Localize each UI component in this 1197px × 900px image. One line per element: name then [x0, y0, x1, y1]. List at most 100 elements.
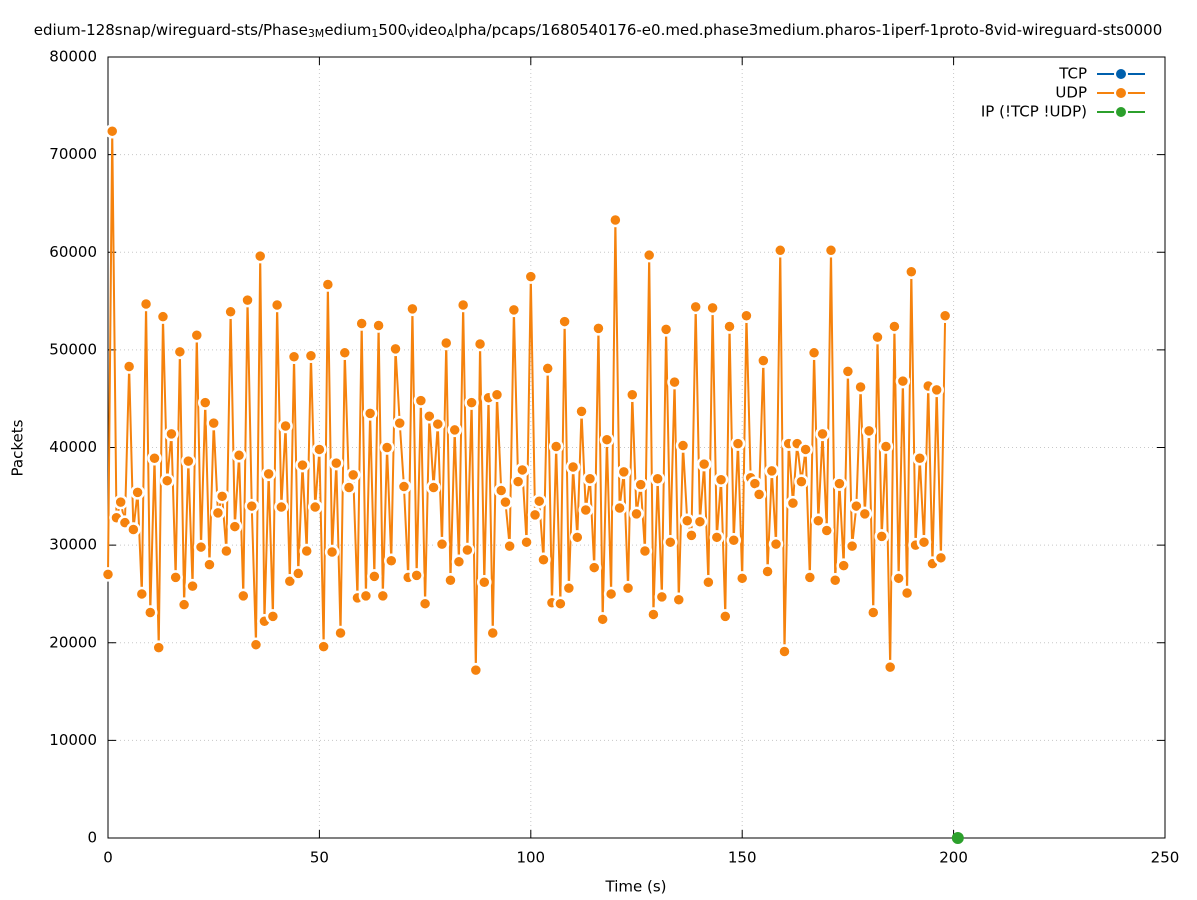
data-point — [417, 596, 433, 611]
data-point — [206, 415, 221, 431]
data-point — [248, 637, 264, 652]
y-tick-label: 30000 — [49, 536, 97, 554]
data-point — [134, 586, 150, 602]
y-tick-label: 50000 — [49, 340, 97, 358]
data-point — [840, 364, 856, 379]
data-point — [172, 344, 188, 360]
data-point — [337, 345, 353, 361]
data-point — [718, 609, 733, 624]
data-point — [181, 453, 196, 469]
data-point — [210, 505, 226, 521]
data-point — [164, 426, 179, 442]
data-point — [193, 539, 209, 555]
data-point — [713, 472, 729, 487]
title-part: edium — [324, 21, 371, 39]
data-point — [705, 300, 720, 316]
data-point — [236, 588, 251, 604]
data-point — [667, 374, 682, 390]
data-point — [866, 605, 881, 620]
data-point — [844, 538, 860, 554]
data-point — [443, 573, 458, 588]
title-part: edium-128snap/wireguard-sts/Phase — [34, 21, 308, 39]
data-point — [591, 321, 606, 336]
data-point — [223, 304, 238, 320]
data-point — [155, 309, 171, 324]
data-point — [870, 329, 885, 345]
data-point — [895, 373, 911, 389]
title-subscript: 1 — [371, 27, 378, 40]
data-point — [768, 536, 784, 552]
data-point — [633, 477, 648, 492]
data-point — [274, 499, 289, 515]
data-point — [147, 450, 162, 466]
data-point — [756, 353, 771, 368]
data-point — [603, 586, 619, 602]
y-tick-label: 60000 — [49, 243, 97, 261]
data-point — [375, 588, 391, 604]
data-point — [916, 534, 932, 550]
data-point — [460, 542, 475, 558]
data-point — [819, 523, 835, 538]
data-point — [159, 473, 175, 488]
data-point — [197, 395, 213, 410]
data-point — [502, 538, 517, 554]
x-tick-label: 250 — [1151, 849, 1180, 867]
data-point — [882, 659, 898, 675]
data-point — [536, 552, 551, 568]
data-point — [815, 426, 830, 442]
plot-border — [107, 56, 1166, 839]
y-tick-label: 80000 — [49, 48, 97, 66]
data-point — [329, 455, 344, 471]
title-subscript: A — [447, 27, 455, 40]
data-point — [510, 474, 526, 489]
data-point — [498, 494, 513, 510]
data-point — [739, 308, 754, 323]
title-part: ideo — [415, 21, 447, 39]
data-point — [798, 442, 813, 457]
data-point — [299, 543, 314, 559]
data-point — [278, 418, 293, 434]
data-point — [582, 471, 598, 486]
data-point — [303, 348, 319, 363]
data-point — [307, 499, 323, 515]
data-point — [857, 506, 873, 522]
data-point — [130, 485, 145, 500]
data-point — [202, 557, 217, 572]
data-point — [561, 580, 577, 596]
data-point — [341, 480, 357, 495]
data-point — [493, 483, 509, 498]
data-point — [388, 341, 403, 357]
data-point — [320, 277, 336, 292]
data-point — [722, 319, 737, 334]
data-point — [849, 498, 864, 514]
data-point — [827, 573, 843, 588]
data-point — [295, 457, 310, 473]
data-point — [861, 423, 877, 439]
data-point — [565, 459, 581, 475]
data-point — [485, 625, 500, 641]
data-point — [143, 605, 158, 620]
data-point — [455, 297, 471, 313]
data-point — [176, 597, 192, 612]
data-point — [121, 359, 137, 374]
data-point — [286, 349, 302, 364]
legend-label: UDP — [1055, 84, 1087, 102]
data-point — [899, 585, 915, 601]
chart-title: edium-128snap/wireguard-sts/Phase3Medium… — [34, 21, 1163, 41]
data-point — [912, 450, 928, 466]
data-point — [291, 566, 306, 581]
legend-marker — [1114, 67, 1128, 81]
data-point — [438, 335, 454, 351]
data-point — [367, 569, 382, 584]
data-point — [422, 409, 437, 424]
data-point — [951, 832, 964, 844]
data-point — [671, 592, 687, 608]
title-subscript: V — [407, 27, 415, 40]
y-tick-label: 0 — [87, 829, 97, 847]
x-tick-label: 200 — [939, 849, 968, 867]
data-point — [878, 439, 894, 454]
data-point — [688, 299, 703, 315]
data-point — [785, 495, 801, 511]
data-point — [679, 513, 695, 528]
